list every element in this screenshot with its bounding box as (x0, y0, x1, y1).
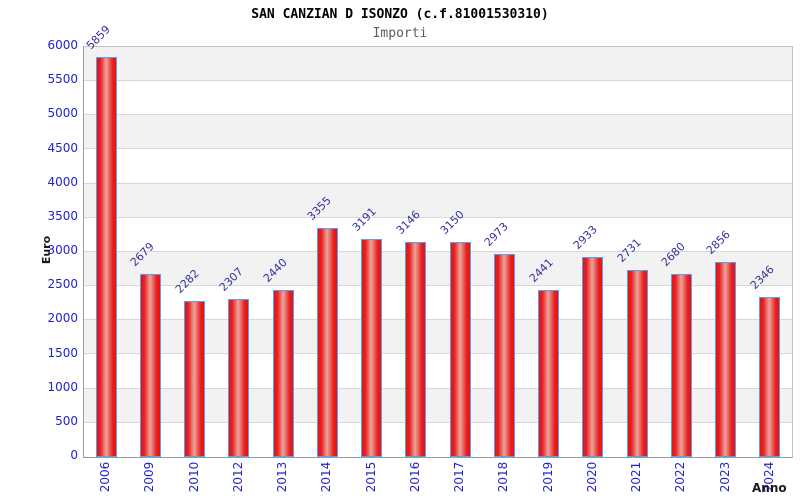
bar-2019 (538, 290, 560, 457)
x-tick-label: 2020 (584, 461, 599, 493)
grid-band (84, 217, 792, 252)
y-tick-label: 1500 (47, 345, 78, 360)
x-tick-label: 2010 (186, 461, 201, 493)
bar-2021 (626, 270, 648, 457)
y-tick-label: 3000 (47, 243, 78, 257)
x-tick-label: 2012 (230, 461, 245, 493)
chart-subtitle: Importi (372, 26, 428, 41)
plot-area: 5859 2679 2282 2307 2440 3355 3191 3146 3150 2973… (83, 23, 793, 458)
bar-2022 (670, 274, 692, 457)
y-tick-label: 5000 (47, 106, 78, 121)
y-tick-label: 4000 (47, 174, 78, 189)
x-tick-label: 2017 (452, 461, 467, 493)
y-tick-label: 500 (55, 413, 78, 428)
x-tick-label: 2018 (496, 461, 511, 493)
x-tick-label: 2009 (142, 461, 157, 493)
y-tick-label: 5500 (47, 72, 78, 87)
bar-2020 (582, 257, 604, 457)
grid-band (84, 81, 792, 116)
x-tick-label: 2021 (629, 461, 644, 493)
x-tick-label: 2022 (673, 461, 688, 493)
x-tick-label: 2014 (319, 461, 334, 493)
x-tick-label: 2006 (98, 461, 113, 493)
x-tick-label: 2013 (275, 461, 290, 493)
bar-2010 (184, 301, 206, 457)
x-axis-title: Anno (752, 481, 787, 495)
bar-2006 (95, 57, 117, 457)
bar-2009 (139, 274, 161, 457)
y-tick-label: 4500 (47, 140, 78, 155)
bar-2017 (449, 242, 471, 457)
y-tick-label: 3500 (47, 208, 78, 223)
bar-2015 (361, 239, 383, 457)
grid-band (84, 115, 792, 150)
bar-2024 (759, 297, 781, 457)
grid-band (84, 47, 792, 82)
grid-band (84, 183, 792, 218)
x-tick-label: 2023 (717, 461, 732, 493)
bar-2018 (493, 254, 515, 457)
bar-2014 (316, 228, 338, 457)
y-tick-label: 2500 (47, 277, 78, 292)
y-tick-label: 6000 (47, 38, 78, 52)
y-tick-label: 0 (70, 448, 78, 462)
bar-2016 (405, 242, 427, 457)
y-axis-title: Euro (40, 235, 53, 265)
x-tick-label: 2015 (363, 461, 378, 493)
bar-2023 (715, 262, 737, 457)
bar-2012 (228, 299, 250, 457)
y-tick-label: 2000 (47, 311, 78, 326)
bar-2013 (272, 290, 294, 457)
y-tick-label: 1000 (47, 379, 78, 394)
chart-title: SAN CANZIAN D ISONZO (c.f.81001530310) (251, 7, 549, 22)
x-tick-label: 2016 (407, 461, 422, 493)
grid-band (84, 149, 792, 184)
x-tick-label: 2019 (540, 461, 555, 493)
